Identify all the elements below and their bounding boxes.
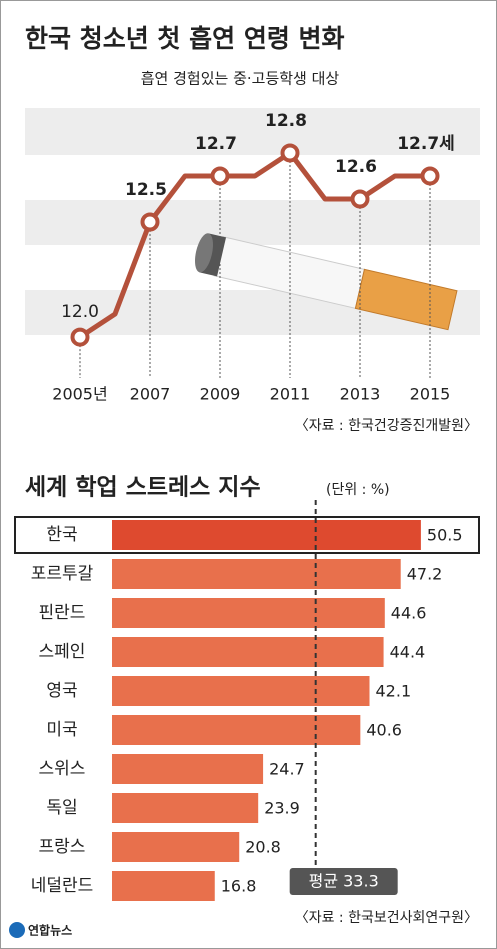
category-label: 핀란드 [39,603,86,623]
data-label: 12.0 [61,302,99,322]
bar [112,832,240,862]
category-label: 영국 [46,681,77,701]
source: 〈자료 : 한국건강증진개발원〉 [295,418,478,434]
x-tick-label: 2005년 [52,385,107,404]
x-tick-label: 2013 [340,385,381,404]
point [140,212,160,232]
x-tick-label: 2011 [270,385,311,404]
bar [112,871,215,901]
bar [112,754,264,784]
subtitle: 흡연 경험있는 중·고등학생 대상 [141,70,340,88]
line [78,150,430,340]
bar [112,559,401,589]
data-label: 12.7 [195,134,237,154]
x-tick-label: 2007 [130,385,171,404]
bar [112,676,370,706]
point [70,327,90,347]
x-tick-label: 2009 [200,385,241,404]
bar [112,637,384,667]
category-label: 스페인 [39,642,86,662]
value-label: 47.2 [407,565,443,584]
category-label: 미국 [46,720,77,740]
logo-icon [9,922,25,938]
value-label: 24.7 [269,760,305,779]
cigarette [195,233,458,331]
point [350,189,370,209]
point [420,166,440,186]
bar [112,598,385,628]
value-label: 42.1 [376,682,412,701]
category-label: 한국 [46,525,77,545]
category-label: 네덜란드 [31,876,94,896]
value-label: 50.5 [427,526,463,545]
chart-title: 한국 청소년 첫 흡연 연령 변화 [25,24,345,53]
x-tick-label: 2015 [410,385,451,404]
category-label: 포르투갈 [31,564,94,584]
data-label: 12.7세 [397,134,455,154]
category-label: 스위스 [39,759,86,779]
category-label: 독일 [46,798,77,818]
highlight-box [14,516,480,554]
source: 〈자료 : 한국보건사회연구원〉 [295,910,478,926]
bar [112,520,421,550]
value-label: 40.6 [366,721,402,740]
average-label: 평균 33.3 [309,872,379,891]
data-label: 12.5 [125,180,167,200]
value-label: 16.8 [221,877,257,896]
average-box [289,868,398,895]
chart-title: 세계 학업 스트레스 지수 [25,475,261,501]
logo: 연합뉴스 [28,923,72,938]
category-label: 프랑스 [39,837,86,857]
data-label: 12.6 [335,157,377,177]
unit: (단위 : %) [326,482,390,498]
value-label: 20.8 [245,838,281,857]
data-label: 12.8 [265,111,307,131]
bar [112,715,361,745]
value-label: 44.6 [391,604,427,623]
value-label: 44.4 [390,643,426,662]
value-label: 23.9 [264,799,300,818]
point [210,166,230,186]
point [280,143,300,163]
bar [112,793,259,823]
